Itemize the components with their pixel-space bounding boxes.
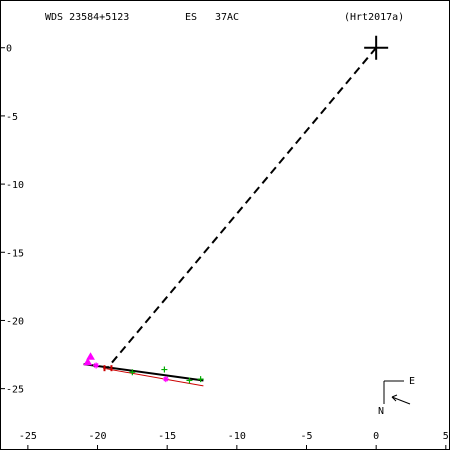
y-tick-label: 0 bbox=[6, 44, 12, 55]
x-tick-label: -15 bbox=[158, 431, 176, 442]
y-tick-label: -15 bbox=[6, 248, 24, 259]
triangle-mark bbox=[83, 357, 93, 366]
header-reference: (Hrt2017a) bbox=[344, 12, 404, 23]
y-tick-label: -20 bbox=[6, 316, 24, 327]
compass-arrowhead bbox=[391, 394, 398, 402]
x-tick-label: -10 bbox=[228, 431, 246, 442]
y-tick-label: -25 bbox=[6, 385, 24, 396]
plus-mark bbox=[186, 377, 193, 384]
y-tick-label: -5 bbox=[6, 112, 18, 123]
compass-east-label: E bbox=[409, 376, 415, 387]
plus-mark bbox=[129, 369, 136, 376]
star-mark bbox=[93, 362, 100, 369]
compass-north-label: N bbox=[378, 406, 384, 417]
fit-line bbox=[103, 367, 204, 387]
y-axis-ticks: 0 -5 -10 -15 -20 -25 bbox=[0, 44, 24, 396]
plus-mark bbox=[161, 366, 168, 373]
primary-cross bbox=[364, 35, 389, 60]
x-tick-label: 0 bbox=[373, 431, 379, 442]
x-tick-label: -5 bbox=[300, 431, 312, 442]
x-axis-ticks: -25 -20 -15 -10 -5 0 5 bbox=[19, 431, 449, 450]
primary-star-marker bbox=[364, 35, 389, 60]
observation-marks bbox=[83, 352, 204, 384]
header-system: WDS 23584+5123 bbox=[45, 12, 129, 23]
triangle-mark bbox=[86, 352, 95, 360]
y-tick-label: -10 bbox=[6, 180, 24, 191]
header-discoverer: ES bbox=[185, 12, 197, 23]
x-tick-label: 5 bbox=[443, 431, 449, 442]
compass-arrow bbox=[391, 396, 411, 405]
compass: E N bbox=[378, 376, 415, 417]
star-mark bbox=[162, 376, 169, 383]
plus-mark bbox=[197, 376, 204, 383]
header-components: 37AC bbox=[215, 12, 239, 23]
x-tick-label: -25 bbox=[19, 431, 37, 442]
x-tick-label: -20 bbox=[88, 431, 106, 442]
projection-line bbox=[106, 47, 377, 369]
